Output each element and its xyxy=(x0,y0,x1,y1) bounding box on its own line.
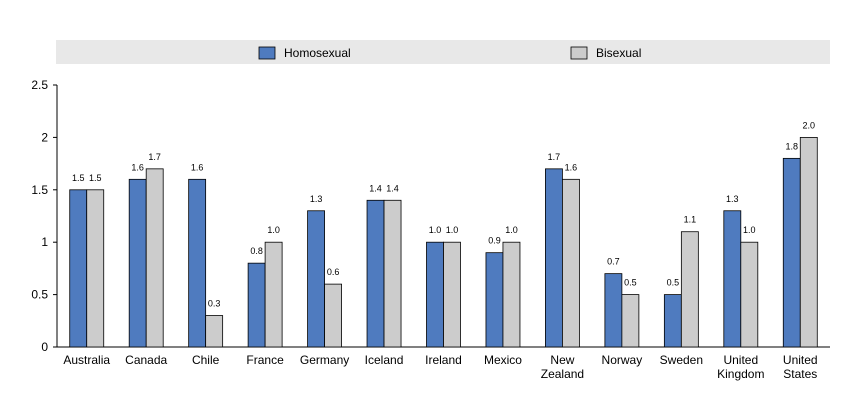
plot-area: 0 0.5 1 1.5 2 2.5 1.5 1.5 Australia 1.6 1.7 Canada 1… xyxy=(31,78,830,381)
bar-bisexual-6 xyxy=(443,241,461,348)
legend-label-homosexual: Homosexual xyxy=(284,46,351,60)
data-label-homosexual-6: 1.0 xyxy=(429,225,442,235)
data-label-homosexual-12: 1.8 xyxy=(786,141,799,151)
data-label-homosexual-3: 0.8 xyxy=(250,246,263,256)
data-label-bisexual-7: 1.0 xyxy=(505,225,518,235)
bar-bisexual-9 xyxy=(621,294,640,348)
bar-homosexual-0 xyxy=(69,189,88,348)
data-label-homosexual-10: 0.5 xyxy=(667,278,680,288)
x-tick-label-5: Iceland xyxy=(365,353,404,367)
bar-homosexual-5 xyxy=(366,199,385,348)
data-label-bisexual-12: 2.0 xyxy=(803,120,816,130)
bar-homosexual-9 xyxy=(604,273,623,348)
data-label-homosexual-11: 1.3 xyxy=(726,194,739,204)
bar-homosexual-10 xyxy=(663,294,682,348)
data-label-homosexual-1: 1.6 xyxy=(131,162,144,172)
x-tick-label-12: States xyxy=(783,367,817,381)
bar-bisexual-10 xyxy=(680,231,699,348)
x-tick-label-4: Germany xyxy=(300,353,349,367)
y-tick-label: 1 xyxy=(41,235,48,249)
x-tick-label-11: Kingdom xyxy=(717,367,764,381)
bar-homosexual-1 xyxy=(128,178,147,348)
bar-bisexual-1 xyxy=(145,168,164,348)
data-label-bisexual-11: 1.0 xyxy=(743,225,756,235)
data-label-bisexual-8: 1.6 xyxy=(565,162,578,172)
data-label-homosexual-4: 1.3 xyxy=(310,194,323,204)
bar-homosexual-11 xyxy=(723,210,742,348)
x-tick-label-0: Australia xyxy=(63,353,110,367)
bar-bisexual-2 xyxy=(205,315,224,348)
x-tick-label-10: Sweden xyxy=(660,353,703,367)
data-label-bisexual-5: 1.4 xyxy=(386,183,399,193)
data-label-bisexual-1: 1.7 xyxy=(148,152,161,162)
legend-swatch-bisexual xyxy=(570,46,588,60)
bar-homosexual-6 xyxy=(426,241,444,348)
data-label-homosexual-7: 0.9 xyxy=(488,236,501,246)
data-label-homosexual-0: 1.5 xyxy=(72,173,85,183)
data-label-bisexual-9: 0.5 xyxy=(624,278,637,288)
y-tick-label: 0 xyxy=(41,340,48,354)
bar-homosexual-12 xyxy=(782,157,801,348)
y-tick-label: 2.5 xyxy=(31,78,48,92)
data-label-bisexual-2: 0.3 xyxy=(208,299,221,309)
bar-homosexual-3 xyxy=(247,262,266,348)
x-tick-label-11: United xyxy=(723,353,758,367)
data-label-bisexual-10: 1.1 xyxy=(684,215,697,225)
y-tick-label: 2 xyxy=(41,130,48,144)
bar-bisexual-5 xyxy=(383,199,402,348)
x-tick-label-7: Mexico xyxy=(484,353,522,367)
bar-bisexual-11 xyxy=(740,241,759,348)
x-tick-label-12: United xyxy=(783,353,818,367)
x-tick-label-2: Chile xyxy=(192,353,220,367)
y-tick-label: 1.5 xyxy=(31,183,48,197)
data-label-homosexual-5: 1.4 xyxy=(369,183,382,193)
x-tick-label-8: New xyxy=(550,353,574,367)
data-label-bisexual-6: 1.0 xyxy=(446,225,459,235)
data-label-homosexual-8: 1.7 xyxy=(548,152,561,162)
data-label-bisexual-4: 0.6 xyxy=(327,267,340,277)
legend-background xyxy=(56,40,830,64)
data-label-homosexual-2: 1.6 xyxy=(191,162,204,172)
bar-bisexual-7 xyxy=(502,241,521,348)
bar-bisexual-8 xyxy=(562,178,580,348)
legend-swatch-homosexual xyxy=(258,46,276,60)
bar-bisexual-12 xyxy=(799,136,818,348)
legend: Homosexual Bisexual xyxy=(258,46,641,60)
data-label-homosexual-9: 0.7 xyxy=(607,257,620,267)
bar-homosexual-2 xyxy=(188,178,207,348)
x-tick-label-9: Norway xyxy=(602,353,643,367)
bar-homosexual-8 xyxy=(545,168,563,348)
data-label-bisexual-0: 1.5 xyxy=(89,173,102,183)
x-tick-label-6: Ireland xyxy=(425,353,462,367)
x-tick-label-1: Canada xyxy=(125,353,167,367)
y-tick-label: 0.5 xyxy=(31,288,48,302)
bar-bisexual-3 xyxy=(264,241,283,348)
bar-homosexual-4 xyxy=(307,210,325,348)
bar-bisexual-4 xyxy=(324,283,342,348)
x-tick-label-8: Zealand xyxy=(541,367,584,381)
legend-label-bisexual: Bisexual xyxy=(596,46,641,60)
bar-homosexual-7 xyxy=(485,252,504,348)
data-label-bisexual-3: 1.0 xyxy=(267,225,280,235)
bar-bisexual-0 xyxy=(86,189,105,348)
x-tick-label-3: France xyxy=(246,353,284,367)
